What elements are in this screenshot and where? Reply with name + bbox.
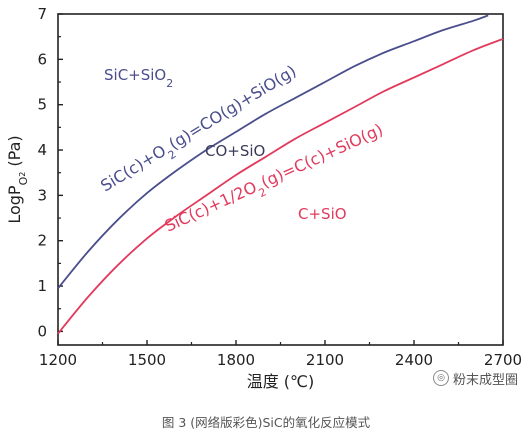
x-tick-label: 1800 (217, 351, 255, 369)
series-line-2 (57, 38, 504, 335)
x-tick-label: 2400 (395, 351, 433, 369)
x-axis-title: 温度 (℃) (247, 372, 315, 391)
y-tick-label: 4 (37, 141, 47, 159)
y-axis-title: LogPO2 (Pa) (5, 135, 30, 223)
region-label-2: CO+SiO (205, 142, 265, 160)
figure-caption: 图 3 (网络版彩色)SiC的氧化反应模式 (161, 415, 371, 430)
wechat-channel-icon: ◎ (433, 370, 449, 386)
y-tick-label: 2 (37, 232, 47, 250)
y-tick-label: 6 (37, 50, 47, 68)
series-line-1 (57, 14, 489, 289)
y-tick-label: 5 (37, 96, 47, 114)
watermark: ◎ 粉末成型圈 (433, 368, 518, 388)
watermark-text: 粉末成型圈 (453, 372, 519, 388)
x-tick-label: 2100 (306, 351, 344, 369)
x-tick-label: 2700 (484, 351, 522, 369)
x-tick-label: 1200 (39, 351, 77, 369)
y-tick-label: 7 (37, 5, 47, 23)
y-tick-label: 1 (37, 277, 47, 295)
y-tick-label: 0 (37, 322, 47, 340)
region-label-3: C+SiO (298, 205, 347, 223)
y-tick-label: 3 (37, 186, 47, 204)
region-label-1: SiC+SiO2 (104, 66, 173, 90)
x-tick-label: 1500 (128, 351, 166, 369)
